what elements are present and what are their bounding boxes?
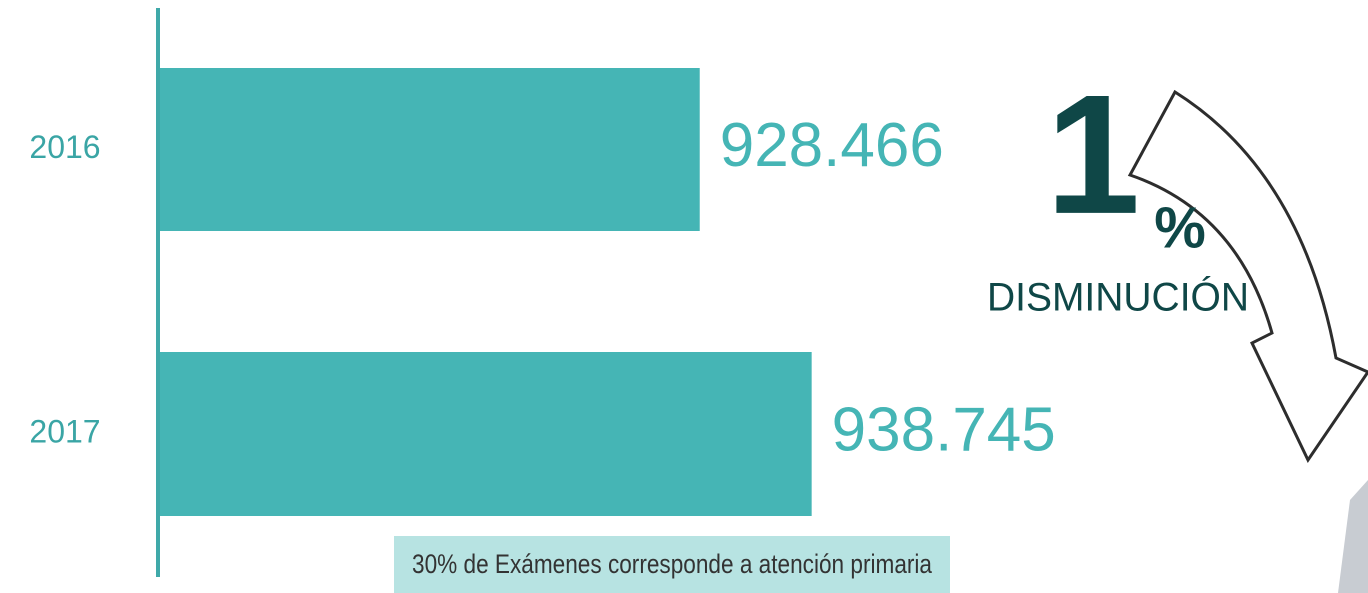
category-label: 2016 xyxy=(29,129,100,165)
annotation-unit: % xyxy=(1154,195,1206,260)
bar xyxy=(160,68,700,231)
annotation-label: DISMINUCIÓN xyxy=(987,275,1249,320)
value-label: 938.745 xyxy=(832,395,1056,464)
note: 30% de Exámenes corresponde a atención p… xyxy=(412,549,933,579)
value-label: 928.466 xyxy=(720,111,944,180)
arrow xyxy=(1127,89,1368,463)
note-box xyxy=(394,536,950,593)
photo-fragment xyxy=(1338,480,1368,593)
category-label: 2017 xyxy=(29,413,100,449)
annotation-number: 1 xyxy=(1046,60,1141,250)
bar xyxy=(160,352,812,516)
